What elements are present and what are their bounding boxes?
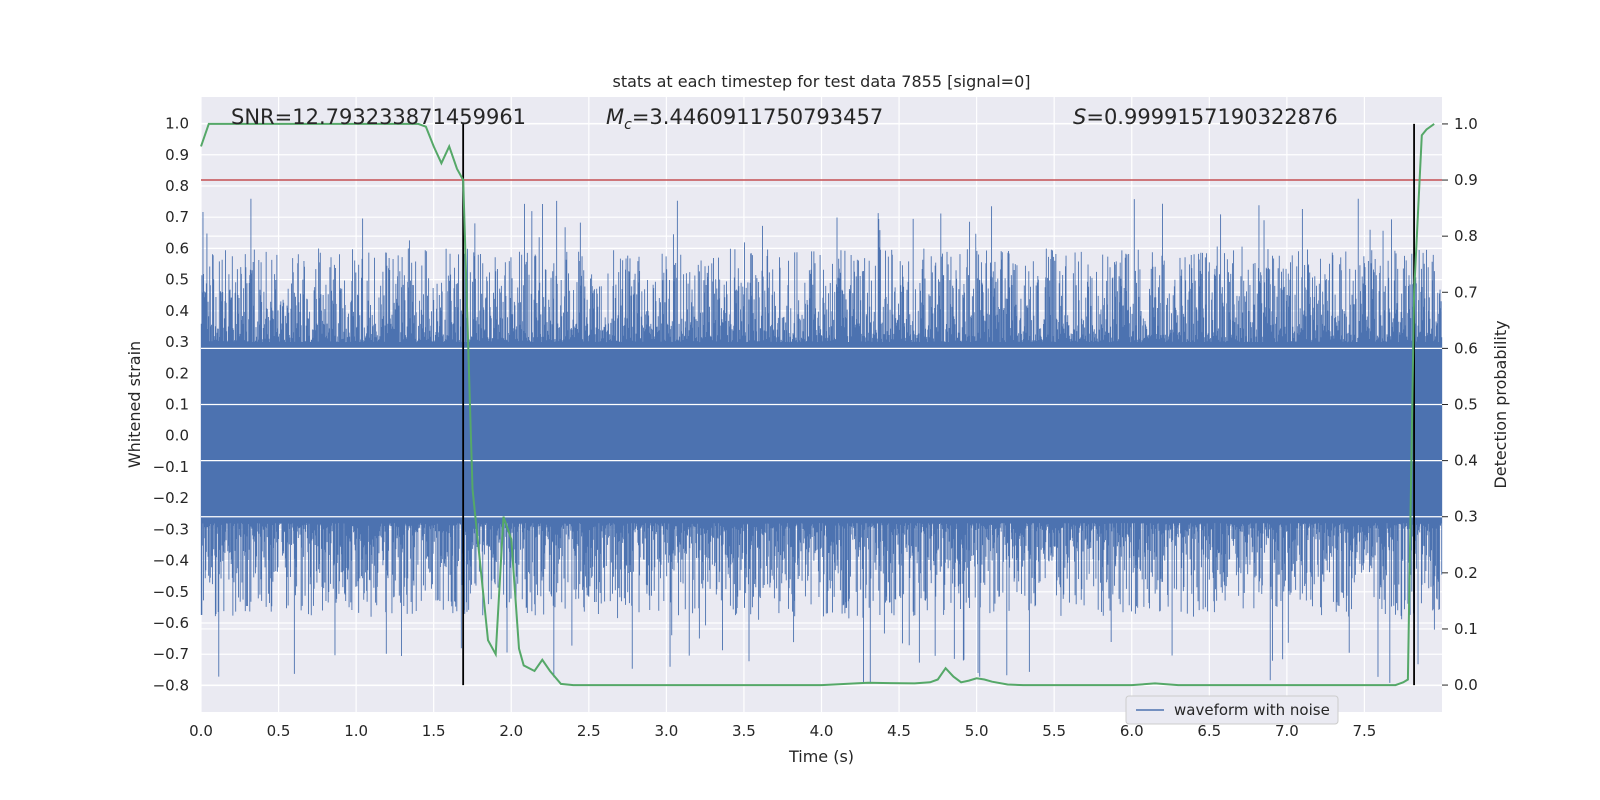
overlays <box>200 122 1442 687</box>
legend-label: waveform with noise <box>1174 701 1330 719</box>
x-tick-label: 5.0 <box>965 722 989 740</box>
x-axis-label: Time (s) <box>788 747 854 766</box>
x-tick-label: 3.5 <box>732 722 756 740</box>
x-tick-label: 1.0 <box>344 722 368 740</box>
x-tick-label: 4.0 <box>810 722 834 740</box>
x-tick-label: 2.0 <box>499 722 523 740</box>
s-symbol: S <box>1073 105 1086 129</box>
y-tick-label: 0.0 <box>165 427 189 445</box>
y-tick-label: −0.4 <box>153 552 189 570</box>
waveform-series <box>200 198 1443 684</box>
y2-tick-label: 0.8 <box>1454 227 1478 245</box>
y-tick-label: −0.2 <box>153 489 189 507</box>
y-tick-label: −0.5 <box>153 583 189 601</box>
mc-value: =3.4460911750793457 <box>632 105 883 129</box>
y-tick-label: 0.1 <box>165 396 189 414</box>
y2-tick-label: 0.3 <box>1454 508 1478 526</box>
mc-subscript: c <box>624 117 632 133</box>
y-tick-label: 0.8 <box>165 177 189 195</box>
y-tick-label: 0.6 <box>165 239 189 257</box>
y2-tick-label: 0.6 <box>1454 339 1478 357</box>
y-tick-label: 0.4 <box>165 302 189 320</box>
y2-tick-label: 0.9 <box>1454 171 1478 189</box>
waveform-spikes <box>200 198 1443 684</box>
detection-probability-line <box>200 122 1435 687</box>
x-ticks: 0.0 0.5 1.0 1.5 2.0 2.5 3.0 3.5 4.0 4.5 5.0 5.5 6.0 6… <box>189 722 1376 740</box>
x-tick-label: 2.5 <box>577 722 601 740</box>
y-tick-label: 0.5 <box>165 271 189 289</box>
y-tick-label: −0.7 <box>153 645 189 663</box>
x-tick-label: 4.5 <box>887 722 911 740</box>
x-tick-label: 7.0 <box>1275 722 1299 740</box>
y-axis-label: Whitened strain <box>125 341 144 468</box>
mc-annotation: Mc=3.4460911750793457 <box>606 105 883 133</box>
y2-tick-label: 0.0 <box>1454 676 1478 694</box>
y-tick-label: −0.1 <box>153 458 189 476</box>
y2-tick-label: 0.5 <box>1454 396 1478 414</box>
x-tick-label: 1.5 <box>422 722 446 740</box>
y-tick-label: 0.2 <box>165 364 189 382</box>
x-tick-label: 6.0 <box>1120 722 1144 740</box>
y2-tick-label: 0.4 <box>1454 452 1478 470</box>
y-tick-label: 1.0 <box>165 115 189 133</box>
y-tick-label: 0.3 <box>165 333 189 351</box>
y-ticks: 1.0 0.9 0.8 0.7 0.6 0.5 0.4 0.3 0.2 0.1 0.0 −0.1 −0.… <box>153 115 189 695</box>
legend-box <box>1125 695 1339 725</box>
x-tick-label: 5.5 <box>1042 722 1066 740</box>
snr-annotation: SNR=12.793233871459961 <box>231 105 526 129</box>
y2-tick-label: 0.1 <box>1454 620 1478 638</box>
y2-axis-label: Detection probability <box>1491 320 1510 488</box>
y2-ticks: 1.0 0.9 0.8 0.7 0.6 0.5 0.4 0.3 0.2 0.1 0.0 <box>1442 115 1478 694</box>
s-annotation: S=0.9999157190322876 <box>1073 105 1338 129</box>
y-tick-label: −0.8 <box>153 676 189 694</box>
legend: waveform with noise <box>1125 695 1339 725</box>
y-tick-label: −0.3 <box>153 520 189 538</box>
x-tick-label: 7.5 <box>1353 722 1377 740</box>
x-tick-label: 0.0 <box>189 722 213 740</box>
y2-tick-label: 0.7 <box>1454 283 1478 301</box>
mc-symbol: M <box>606 105 624 129</box>
y2-tick-label: 0.2 <box>1454 564 1478 582</box>
x-tick-label: 0.5 <box>267 722 291 740</box>
y2-tick-label: 1.0 <box>1454 115 1478 133</box>
chart-title: stats at each timestep for test data 785… <box>612 72 1030 91</box>
y-tick-label: −0.6 <box>153 614 189 632</box>
x-tick-label: 3.0 <box>654 722 678 740</box>
x-tick-label: 6.5 <box>1197 722 1221 740</box>
s-value: =0.9999157190322876 <box>1086 105 1337 129</box>
y-tick-label: 0.7 <box>165 208 189 226</box>
y-tick-label: 0.9 <box>165 146 189 164</box>
